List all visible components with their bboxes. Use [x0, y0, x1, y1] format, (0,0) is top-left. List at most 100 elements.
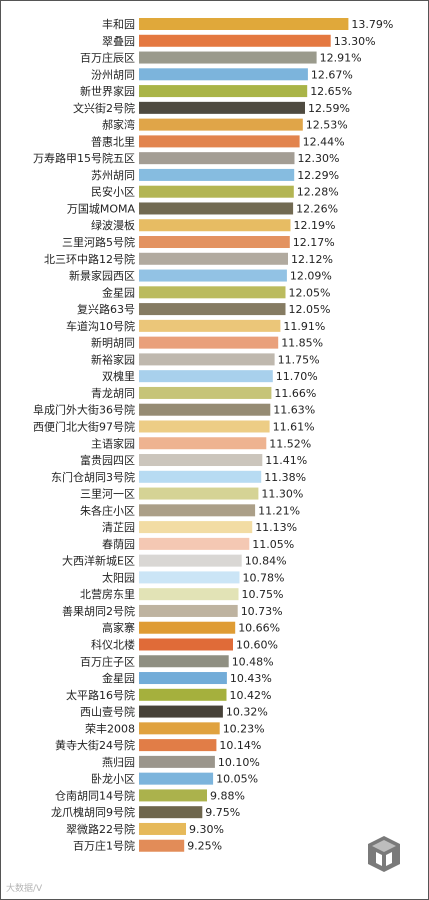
bar	[139, 286, 286, 299]
bar	[139, 303, 286, 316]
category-label: 复兴路63号	[77, 302, 135, 316]
bar	[139, 68, 308, 81]
category-label: 三里河路5号院	[62, 235, 135, 249]
value-label: 12.12%	[291, 253, 333, 266]
bar	[139, 51, 317, 64]
bar	[139, 504, 256, 517]
category-label: 丰和园	[102, 18, 135, 31]
value-label: 12.05%	[289, 286, 331, 299]
category-label: 新明胡同	[91, 336, 135, 350]
category-label: 翠微路22号院	[66, 822, 135, 836]
value-label: 9.75%	[205, 806, 240, 819]
bar	[139, 403, 271, 416]
bar	[139, 353, 275, 366]
bar	[139, 722, 220, 735]
value-label: 9.25%	[187, 840, 222, 853]
value-label: 11.05%	[252, 538, 294, 551]
category-label: 北三环中路12号院	[44, 252, 135, 266]
value-label: 10.43%	[230, 672, 272, 685]
category-label: 朱各庄小区	[80, 503, 135, 517]
value-label: 11.85%	[281, 337, 323, 350]
category-label: 青龙胡同	[91, 386, 135, 400]
category-label: 仓南胡同14号院	[55, 788, 135, 802]
category-label: 万寿路甲15号院五区	[33, 151, 135, 165]
value-label: 12.91%	[320, 52, 362, 65]
value-label: 12.59%	[308, 102, 350, 115]
value-label: 10.66%	[238, 622, 280, 635]
value-label: 11.38%	[264, 471, 306, 484]
bar	[139, 34, 331, 47]
bar	[139, 588, 239, 601]
value-label: 11.70%	[276, 370, 318, 383]
value-label: 11.41%	[265, 454, 307, 467]
value-label: 10.73%	[241, 605, 283, 618]
category-label: 善果胡同2号院	[62, 604, 135, 618]
category-label: 民安小区	[91, 185, 135, 199]
value-label: 12.67%	[311, 68, 353, 81]
bar	[139, 386, 272, 399]
bar	[139, 252, 288, 265]
bar	[139, 739, 217, 752]
value-label: 10.84%	[245, 555, 287, 568]
value-label: 11.21%	[258, 504, 300, 517]
bar	[139, 219, 291, 232]
value-label: 10.60%	[236, 638, 278, 651]
value-label: 10.42%	[230, 689, 272, 702]
bar	[139, 839, 185, 852]
bar	[139, 437, 267, 450]
value-label: 12.17%	[293, 236, 335, 249]
value-label: 11.75%	[278, 353, 320, 366]
category-label: 卧龙小区	[91, 773, 135, 786]
bar	[139, 202, 294, 215]
value-label: 12.28%	[297, 186, 339, 199]
value-label: 12.09%	[290, 270, 332, 283]
bar	[139, 521, 253, 534]
category-label: 翠叠园	[102, 35, 135, 48]
bar	[139, 806, 203, 819]
cube-logo-icon	[368, 836, 400, 872]
value-label: 11.91%	[283, 320, 325, 333]
bar	[139, 370, 273, 383]
bar	[139, 822, 186, 835]
category-label: 苏州胡同	[91, 168, 135, 182]
category-label: 文兴街2号院	[73, 101, 135, 115]
category-label: 普惠北里	[91, 134, 135, 148]
category-label: 新裕家园	[91, 352, 135, 366]
category-label: 西山壹号院	[80, 705, 135, 719]
category-label: 百万庄子区	[80, 654, 135, 668]
category-label: 太平路16号院	[66, 688, 135, 702]
value-label: 12.53%	[306, 119, 348, 132]
bar	[139, 336, 279, 349]
value-label: 10.23%	[223, 722, 265, 735]
bar	[139, 789, 207, 802]
bar	[139, 638, 233, 651]
category-label: 汾州胡同	[91, 67, 135, 81]
value-label: 11.13%	[255, 521, 297, 534]
category-label: 东门仓胡同3号院	[51, 470, 135, 484]
value-label: 12.30%	[298, 152, 340, 165]
value-label: 11.61%	[273, 420, 315, 433]
category-label: 清芷园	[102, 521, 135, 534]
category-label: 燕归园	[102, 755, 135, 769]
category-label: 绿波漫板	[91, 218, 135, 232]
value-label: 11.52%	[269, 437, 311, 450]
bar	[139, 236, 290, 249]
category-label: 荣丰2008	[85, 722, 135, 735]
bar	[139, 319, 281, 332]
category-label: 阜成门外大街36号院	[33, 403, 135, 417]
value-label: 12.44%	[303, 135, 345, 148]
bar	[139, 688, 227, 701]
value-label: 10.75%	[242, 588, 284, 601]
bar	[139, 571, 240, 584]
category-label: 百万庄1号院	[73, 839, 135, 853]
bar	[139, 554, 242, 567]
bar	[139, 705, 223, 718]
bar	[139, 185, 294, 198]
bar	[139, 604, 238, 617]
value-label: 13.30%	[334, 35, 376, 48]
watermark-text: 大数据/V	[6, 884, 43, 894]
bar	[139, 420, 270, 433]
bar	[139, 655, 229, 668]
category-label: 高家寨	[102, 621, 135, 635]
